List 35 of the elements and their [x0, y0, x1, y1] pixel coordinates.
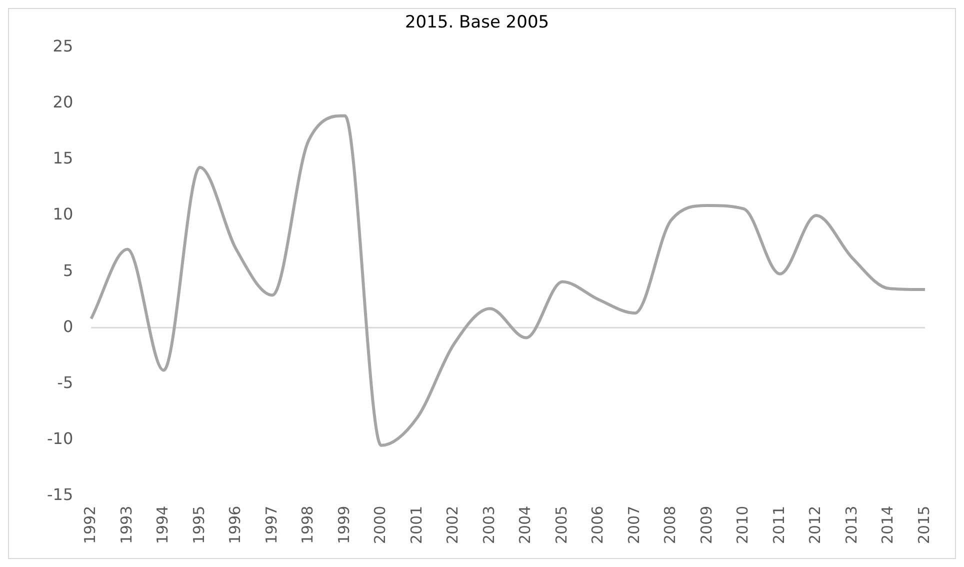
x-tick-label: 2003: [480, 506, 498, 544]
x-tick-label: 2015: [914, 506, 933, 544]
y-tick-label: 15: [52, 148, 74, 168]
x-tick-label: 2009: [697, 506, 716, 544]
y-tick-label: 25: [52, 36, 74, 56]
x-tick-label: 1999: [334, 506, 353, 544]
y-tick-label: 5: [62, 260, 74, 280]
line-series: [90, 114, 926, 447]
x-tick-label: 2001: [407, 506, 426, 544]
x-tick-label: 1995: [190, 506, 208, 544]
x-tick-label: 2014: [878, 506, 897, 544]
x-tick-label: 2005: [552, 506, 570, 544]
x-tick-label: 2004: [516, 506, 534, 544]
x-tick-label: 1996: [226, 506, 244, 544]
y-tick-label: -5: [57, 372, 74, 392]
x-tick-label: 2000: [371, 506, 390, 544]
chart-title: 2015. Base 2005: [404, 12, 550, 33]
x-tick-label: 2006: [588, 506, 607, 544]
x-tick-label: 1994: [154, 506, 172, 544]
y-tick-label: 20: [52, 92, 74, 112]
x-tick-label: 2002: [444, 506, 462, 544]
x-tick-label: 2010: [734, 506, 752, 544]
y-tick-label: -15: [46, 484, 74, 504]
y-tick-label: 0: [62, 316, 74, 336]
x-tick-label: 2013: [842, 506, 860, 544]
y-tick-label: -10: [46, 428, 74, 448]
x-tick-label: 2008: [661, 506, 680, 544]
x-tick-label: 1992: [81, 506, 100, 544]
x-tick-label: 2007: [624, 506, 643, 544]
x-tick-label: 1993: [117, 506, 136, 544]
x-tick-label: 2012: [806, 506, 824, 544]
x-tick-label: 1998: [298, 506, 317, 544]
x-tick-label: 1997: [262, 506, 280, 544]
y-tick-label: 10: [52, 204, 74, 224]
x-tick-label: 2011: [770, 506, 788, 544]
